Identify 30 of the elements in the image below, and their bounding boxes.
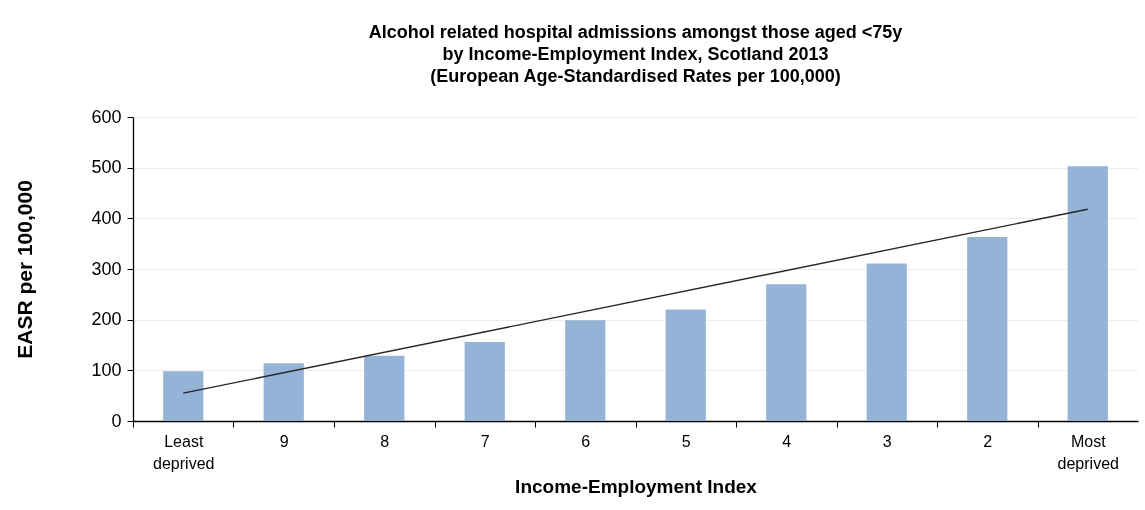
bar: [263, 363, 304, 421]
bar: [565, 320, 606, 421]
y-tick-label: 400: [91, 207, 122, 228]
y-tick-label: 500: [91, 157, 122, 178]
bar: [766, 284, 807, 421]
x-axis-title: Income-Employment Index: [515, 475, 758, 497]
y-axis-title: EASR per 100,000: [12, 180, 36, 359]
y-tick-label: 300: [91, 258, 122, 279]
y-tick-label: 100: [91, 359, 122, 380]
x-tick-label: Least deprived: [153, 432, 215, 472]
bar: [1067, 166, 1108, 421]
x-tick-label: 3: [882, 432, 892, 450]
y-tick-label: 200: [91, 309, 122, 330]
bar: [163, 371, 204, 421]
bar: [866, 263, 907, 421]
bar: [967, 237, 1008, 421]
bar: [464, 341, 505, 421]
y-tick-label: 0: [111, 410, 122, 431]
bar: [364, 355, 405, 421]
chart-title: Alcohol related hospital admissions amongst those aged <75y by Income-Employment Index, Scotland 2013 (European Age-Standardised Rates per 100,000): [368, 22, 903, 86]
bar: [665, 309, 706, 421]
x-tick-label: 2: [983, 432, 993, 450]
x-tick-label: 8: [380, 432, 390, 450]
x-tick-label: 9: [279, 432, 289, 450]
x-tick-label: 4: [782, 432, 792, 450]
x-tick-label: 5: [681, 432, 691, 450]
x-tick-label: 6: [581, 432, 591, 450]
x-tick-label: Most deprived: [1057, 432, 1119, 472]
x-tick-label: 7: [480, 432, 490, 450]
y-tick-label: 600: [91, 106, 122, 127]
